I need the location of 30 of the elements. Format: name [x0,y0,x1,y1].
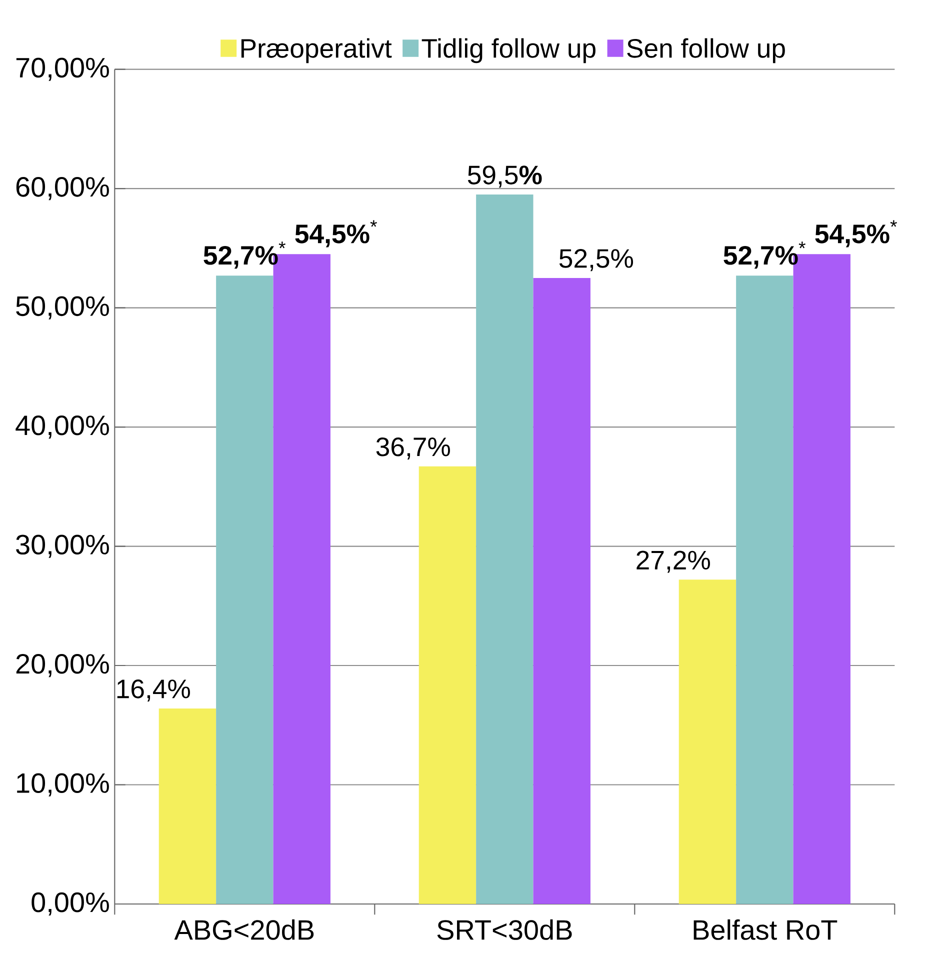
y-tick-label: 60,00% [16,177,110,200]
bar [736,276,794,904]
legend-label: Præoperativt [242,38,392,64]
y-tick-label: 70,00% [16,58,110,81]
data-label: 16,4% [118,679,190,702]
legend-label: Tidlig follow up [422,38,596,64]
x-tick-label: Belfast RoT [694,919,838,940]
x-tick-label: SRT<30dB [437,919,572,940]
data-label: 52,7%$^{*}$ [724,242,806,269]
y-tick-label: 50,00% [16,296,110,320]
bar [533,278,591,904]
bar [679,580,736,904]
y-tick-label: 10,00% [17,773,110,796]
y-tick-label: 40,00% [16,415,110,439]
bar [159,708,216,904]
data-label: 59,5% [468,166,542,188]
data-label: 27,2% [636,550,710,573]
bar [476,194,534,904]
bar [216,276,274,904]
data-label: 52,7%$^{*}$ [204,242,286,269]
data-label: 36,7% [376,437,450,460]
y-tick-label: 20,00% [16,654,110,678]
x-tick-label: ABG<20dB [174,919,314,940]
y-tick-label: 30,00% [16,534,110,558]
data-label: 54,5%$^{*}$ [815,220,898,248]
bar [419,466,476,904]
y-tick-label: 0,00% [32,892,110,916]
data-label: 54,5%$^{*}$ [295,220,378,248]
data-label: 52,5% [560,249,634,272]
legend-label: Sen follow up [627,38,786,64]
